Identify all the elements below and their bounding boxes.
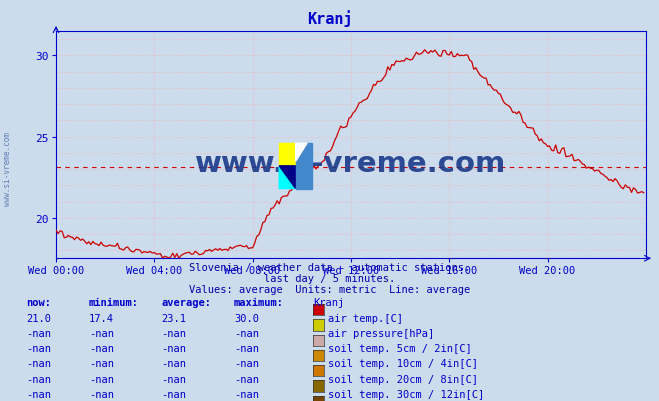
Text: Values: average  Units: metric  Line: average: Values: average Units: metric Line: aver… [189, 284, 470, 294]
Text: 23.1: 23.1 [161, 313, 186, 323]
Text: -nan: -nan [26, 389, 51, 399]
Text: -nan: -nan [161, 374, 186, 384]
Text: -nan: -nan [161, 358, 186, 369]
Text: -nan: -nan [89, 374, 114, 384]
Text: Kranj: Kranj [313, 298, 344, 308]
Text: air pressure[hPa]: air pressure[hPa] [328, 328, 434, 338]
Polygon shape [279, 166, 296, 189]
Text: -nan: -nan [26, 343, 51, 353]
Text: -nan: -nan [234, 343, 259, 353]
Text: -nan: -nan [89, 343, 114, 353]
Bar [279, 144, 296, 166]
Text: now:: now: [26, 298, 51, 308]
Text: soil temp. 5cm / 2in[C]: soil temp. 5cm / 2in[C] [328, 343, 471, 353]
Text: www.si-vreme.com: www.si-vreme.com [195, 150, 507, 178]
Polygon shape [296, 144, 312, 189]
Text: maximum:: maximum: [234, 298, 284, 308]
Text: average:: average: [161, 298, 212, 308]
Text: -nan: -nan [26, 328, 51, 338]
Text: -nan: -nan [89, 328, 114, 338]
Text: soil temp. 30cm / 12in[C]: soil temp. 30cm / 12in[C] [328, 389, 484, 399]
Text: -nan: -nan [89, 389, 114, 399]
Text: -nan: -nan [26, 358, 51, 369]
Text: -nan: -nan [234, 374, 259, 384]
Text: soil temp. 20cm / 8in[C]: soil temp. 20cm / 8in[C] [328, 374, 478, 384]
Text: -nan: -nan [161, 389, 186, 399]
Text: 30.0: 30.0 [234, 313, 259, 323]
Text: -nan: -nan [234, 328, 259, 338]
Text: air temp.[C]: air temp.[C] [328, 313, 403, 323]
Text: minimum:: minimum: [89, 298, 139, 308]
Text: -nan: -nan [89, 358, 114, 369]
Polygon shape [279, 166, 296, 189]
Text: Kranj: Kranj [306, 10, 353, 27]
Text: 21.0: 21.0 [26, 313, 51, 323]
Polygon shape [296, 144, 307, 162]
Text: 17.4: 17.4 [89, 313, 114, 323]
Text: -nan: -nan [161, 328, 186, 338]
Text: -nan: -nan [26, 374, 51, 384]
Text: last day / 5 minutes.: last day / 5 minutes. [264, 273, 395, 284]
Text: soil temp. 10cm / 4in[C]: soil temp. 10cm / 4in[C] [328, 358, 478, 369]
Text: Slovenia / weather data - automatic stations.: Slovenia / weather data - automatic stat… [189, 263, 470, 273]
Text: www.si-vreme.com: www.si-vreme.com [3, 132, 13, 205]
Text: -nan: -nan [234, 389, 259, 399]
Text: -nan: -nan [234, 358, 259, 369]
Text: -nan: -nan [161, 343, 186, 353]
